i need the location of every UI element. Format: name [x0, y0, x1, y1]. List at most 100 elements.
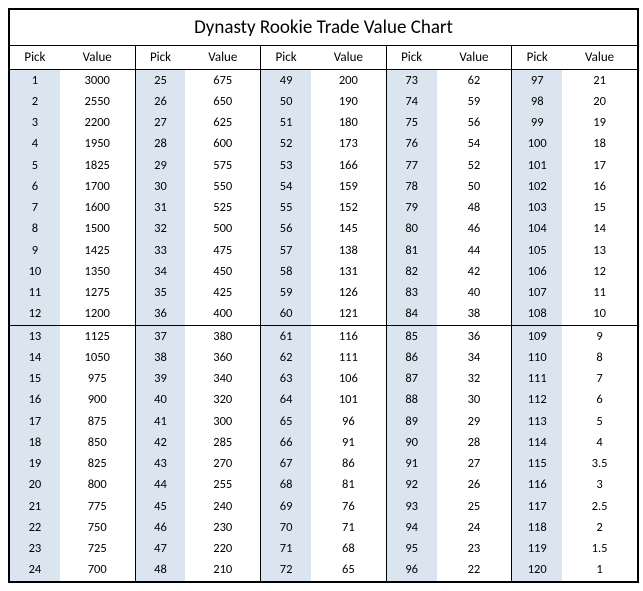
pick-cell: 8: [10, 219, 60, 240]
pick-cell: 116: [512, 475, 562, 496]
pick-cell: 86: [386, 347, 436, 368]
pick-cell: 24: [10, 560, 60, 581]
value-cell: 38: [437, 304, 512, 326]
value-cell: 8: [562, 347, 637, 368]
value-cell: 725: [60, 539, 135, 560]
value-cell: 9: [562, 326, 637, 348]
pick-cell: 106: [512, 261, 562, 282]
value-cell: 550: [185, 176, 260, 197]
header-pick: Pick: [512, 46, 562, 70]
value-cell: 159: [311, 176, 386, 197]
value-cell: 152: [311, 198, 386, 219]
value-cell: 450: [185, 261, 260, 282]
value-cell: 285: [185, 432, 260, 453]
value-cell: 180: [311, 113, 386, 134]
value-cell: 900: [60, 390, 135, 411]
table-row: 2275046230707194241182: [10, 517, 637, 538]
pick-cell: 27: [135, 113, 185, 134]
value-cell: 62: [437, 70, 512, 92]
pick-cell: 92: [386, 475, 436, 496]
pick-cell: 91: [386, 454, 436, 475]
value-cell: 1950: [60, 134, 135, 155]
value-cell: 24: [437, 517, 512, 538]
value-cell: 81: [311, 475, 386, 496]
pick-cell: 101: [512, 155, 562, 176]
pick-cell: 114: [512, 432, 562, 453]
table-row: 2177545240697693251172.5: [10, 496, 637, 517]
header-pick: Pick: [10, 46, 60, 70]
pick-cell: 79: [386, 198, 436, 219]
pick-cell: 48: [135, 560, 185, 581]
pick-cell: 111: [512, 369, 562, 390]
value-cell: 30: [437, 390, 512, 411]
pick-cell: 73: [386, 70, 436, 92]
value-cell: 17: [562, 155, 637, 176]
pick-cell: 118: [512, 517, 562, 538]
table-row: 16900403206410188301126: [10, 390, 637, 411]
header-value: Value: [437, 46, 512, 70]
table-row: 141050383606211186341108: [10, 347, 637, 368]
pick-cell: 77: [386, 155, 436, 176]
value-cell: 27: [437, 454, 512, 475]
pick-cell: 11: [10, 283, 60, 304]
pick-cell: 3: [10, 113, 60, 134]
pick-cell: 10: [10, 261, 60, 282]
value-cell: 101: [311, 390, 386, 411]
table-row: 15975393406310687321117: [10, 369, 637, 390]
pick-cell: 94: [386, 517, 436, 538]
pick-cell: 2: [10, 91, 60, 112]
value-cell: 775: [60, 496, 135, 517]
pick-cell: 83: [386, 283, 436, 304]
table-row: 716003152555152794810315: [10, 198, 637, 219]
pick-cell: 89: [386, 411, 436, 432]
pick-cell: 62: [261, 347, 311, 368]
pick-cell: 39: [135, 369, 185, 390]
value-cell: 29: [437, 411, 512, 432]
pick-cell: 13: [10, 326, 60, 348]
value-cell: 23: [437, 539, 512, 560]
pick-cell: 49: [261, 70, 311, 92]
pick-cell: 41: [135, 411, 185, 432]
header-pick: Pick: [386, 46, 436, 70]
value-cell: 1275: [60, 283, 135, 304]
pick-cell: 84: [386, 304, 436, 326]
value-cell: 76: [311, 496, 386, 517]
pick-cell: 107: [512, 283, 562, 304]
pick-cell: 1: [10, 70, 60, 92]
value-cell: 400: [185, 304, 260, 326]
table-row: 1787541300659689291135: [10, 411, 637, 432]
table-header: PickValuePickValuePickValuePickValuePick…: [10, 46, 637, 70]
pick-cell: 28: [135, 134, 185, 155]
value-cell: 1125: [60, 326, 135, 348]
pick-cell: 113: [512, 411, 562, 432]
value-cell: 675: [185, 70, 260, 92]
value-cell: 121: [311, 304, 386, 326]
value-cell: 750: [60, 517, 135, 538]
value-cell: 230: [185, 517, 260, 538]
value-cell: 1825: [60, 155, 135, 176]
table-row: 2470048210726596221201: [10, 560, 637, 581]
value-cell: 54: [437, 134, 512, 155]
value-cell: 1500: [60, 219, 135, 240]
value-cell: 240: [185, 496, 260, 517]
pick-cell: 102: [512, 176, 562, 197]
header-value: Value: [60, 46, 135, 70]
pick-cell: 25: [135, 70, 185, 92]
value-cell: 6: [562, 390, 637, 411]
table-row: 32200276255118075569919: [10, 113, 637, 134]
value-cell: 46: [437, 219, 512, 240]
pick-cell: 12: [10, 304, 60, 326]
table-row: 1112753542559126834010711: [10, 283, 637, 304]
pick-cell: 93: [386, 496, 436, 517]
pick-cell: 40: [135, 390, 185, 411]
value-cell: 850: [60, 432, 135, 453]
value-cell: 500: [185, 219, 260, 240]
value-cell: 13: [562, 240, 637, 261]
pick-cell: 76: [386, 134, 436, 155]
value-cell: 10: [562, 304, 637, 326]
pick-cell: 59: [261, 283, 311, 304]
value-cell: 20: [562, 91, 637, 112]
value-cell: 32: [437, 369, 512, 390]
pick-cell: 104: [512, 219, 562, 240]
table-row: 617003055054159785010216: [10, 176, 637, 197]
